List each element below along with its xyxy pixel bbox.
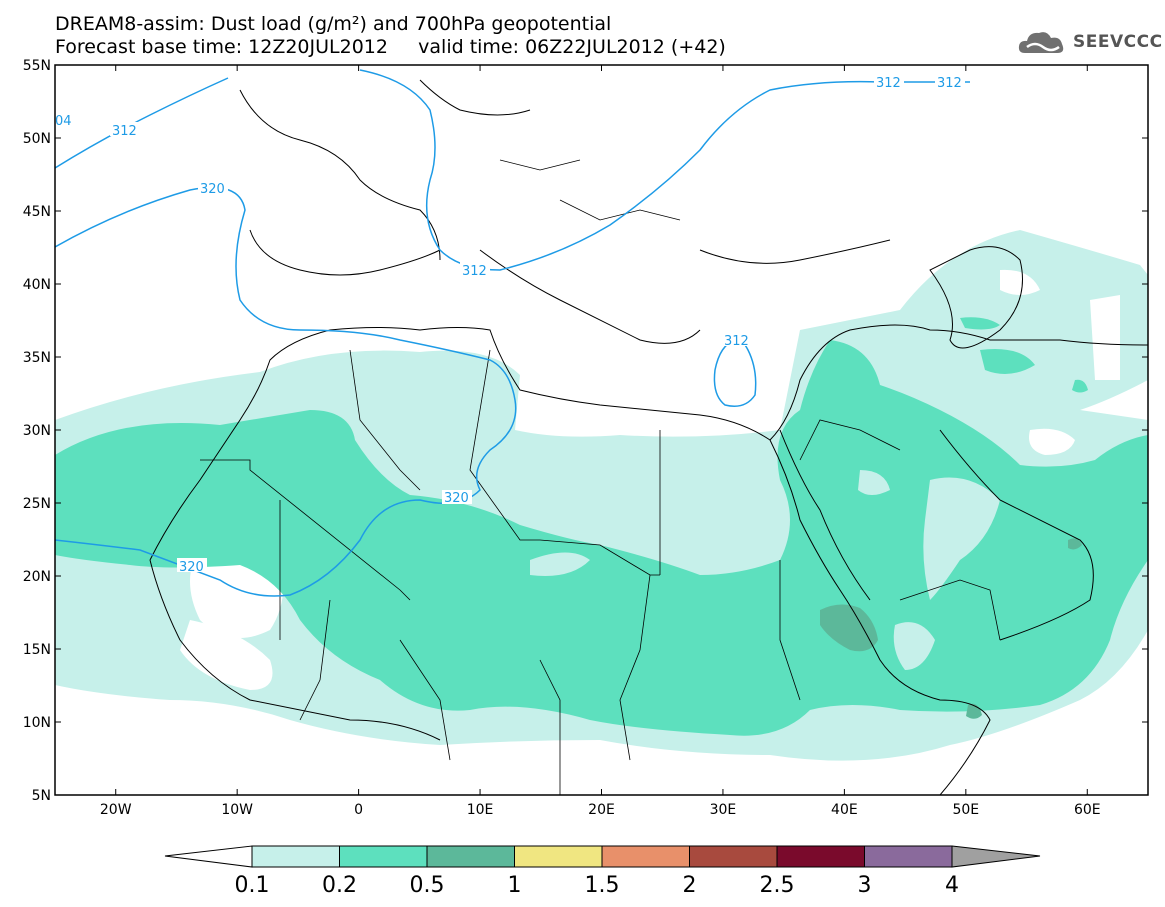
dust-region-medium-patch	[960, 317, 1000, 330]
colorbar-label: 0.1	[235, 873, 270, 898]
colorbar-swatches	[251, 845, 953, 868]
colorbar: 0.1 0.2 0.5 1 1.5 2 2.5 3 4	[164, 845, 1041, 898]
lon-label: 10W	[221, 802, 253, 818]
colorbar-swatch	[251, 845, 340, 868]
contour-label: 312	[462, 264, 487, 279]
lat-label: 20N	[23, 569, 51, 585]
lat-label: 40N	[23, 277, 51, 293]
colorbar-swatch	[601, 845, 690, 868]
dust-region-dark	[1068, 538, 1082, 550]
dust-light-patch	[858, 470, 890, 495]
lon-label: 20W	[100, 802, 132, 818]
lat-label: 10N	[23, 715, 51, 731]
colorbar-low-arrow	[164, 845, 253, 868]
lat-label: 50N	[23, 131, 51, 147]
map-title: DREAM8-assim: Dust load (g/m²) and 700hP…	[55, 13, 612, 35]
lat-label: 35N	[23, 350, 51, 366]
lat-label: 25N	[23, 496, 51, 512]
dust-light-patch	[923, 477, 1000, 600]
lat-label: 30N	[23, 423, 51, 439]
lon-label: 10E	[467, 802, 494, 818]
longitude-axis: 20W 10W 0 10E 20E 30E 40E 50E 60E	[100, 65, 1101, 818]
lat-label: 5N	[32, 788, 51, 804]
forecast-time-line: Forecast base time: 12Z20JUL2012 valid t…	[55, 36, 726, 58]
lon-label: 30E	[710, 802, 737, 818]
lon-label: 50E	[952, 802, 979, 818]
colorbar-high-arrow	[951, 845, 1041, 868]
colorbar-label: 0.2	[322, 873, 357, 898]
latitude-axis: 55N 50N 45N 40N 35N 30N 25N 20N 15N 10N 5N	[23, 58, 1148, 804]
colorbar-swatch	[426, 845, 515, 868]
dust-region-medium-patch	[1072, 379, 1088, 393]
lon-label: 40E	[831, 802, 858, 818]
colorbar-labels: 0.1 0.2 0.5 1 1.5 2 2.5 3 4	[235, 873, 960, 898]
geopotential-contours	[55, 69, 970, 597]
contour-label: 312	[937, 76, 962, 91]
colorbar-label: 4	[945, 873, 959, 898]
dust-region-dark	[820, 604, 878, 652]
colorbar-label: 1.5	[585, 873, 620, 898]
lon-label: 0	[354, 802, 363, 818]
colorbar-label: 2.5	[760, 873, 795, 898]
lat-label: 15N	[23, 642, 51, 658]
colorbar-swatch	[689, 845, 778, 868]
colorbar-swatch	[776, 845, 865, 868]
contour-label: 312	[112, 124, 137, 139]
colorbar-label: 3	[858, 873, 872, 898]
lat-label: 55N	[23, 58, 51, 74]
dust-light-patch	[530, 552, 590, 576]
contour-label: 04	[55, 114, 72, 129]
contour-label: 320	[444, 491, 469, 506]
dust-free-patch	[1000, 269, 1040, 295]
cloud-icon	[1018, 32, 1064, 53]
lon-label: 20E	[588, 802, 615, 818]
colorbar-swatch	[514, 845, 603, 868]
logo-text: SEEVCCC	[1073, 32, 1163, 52]
contour-label: 320	[179, 560, 204, 575]
colorbar-label: 1	[508, 873, 522, 898]
dust-free-patch	[1029, 428, 1075, 455]
contour-label: 312	[724, 334, 749, 349]
contour-label: 320	[200, 182, 225, 197]
contour-labels: 312 312 312 312 312 320 320 320 04	[55, 75, 965, 575]
colorbar-swatch	[864, 845, 953, 868]
lon-label: 60E	[1074, 802, 1101, 818]
colorbar-label: 0.5	[410, 873, 445, 898]
dust-free-patch	[1090, 295, 1120, 380]
colorbar-swatch	[339, 845, 428, 868]
dust-light-patch	[893, 622, 935, 670]
colorbar-label: 2	[683, 873, 697, 898]
dust-region-medium-patch	[980, 349, 1035, 374]
country-borders	[200, 159, 1001, 795]
dust-map: 55N 50N 45N 40N 35N 30N 25N 20N 15N 10N 5N 20W 10W 0…	[23, 58, 1149, 818]
lat-label: 45N	[23, 204, 51, 220]
seevccc-logo: SEEVCCC	[1017, 27, 1163, 57]
contour-label: 312	[876, 76, 901, 91]
dust-free-patch	[180, 620, 273, 690]
